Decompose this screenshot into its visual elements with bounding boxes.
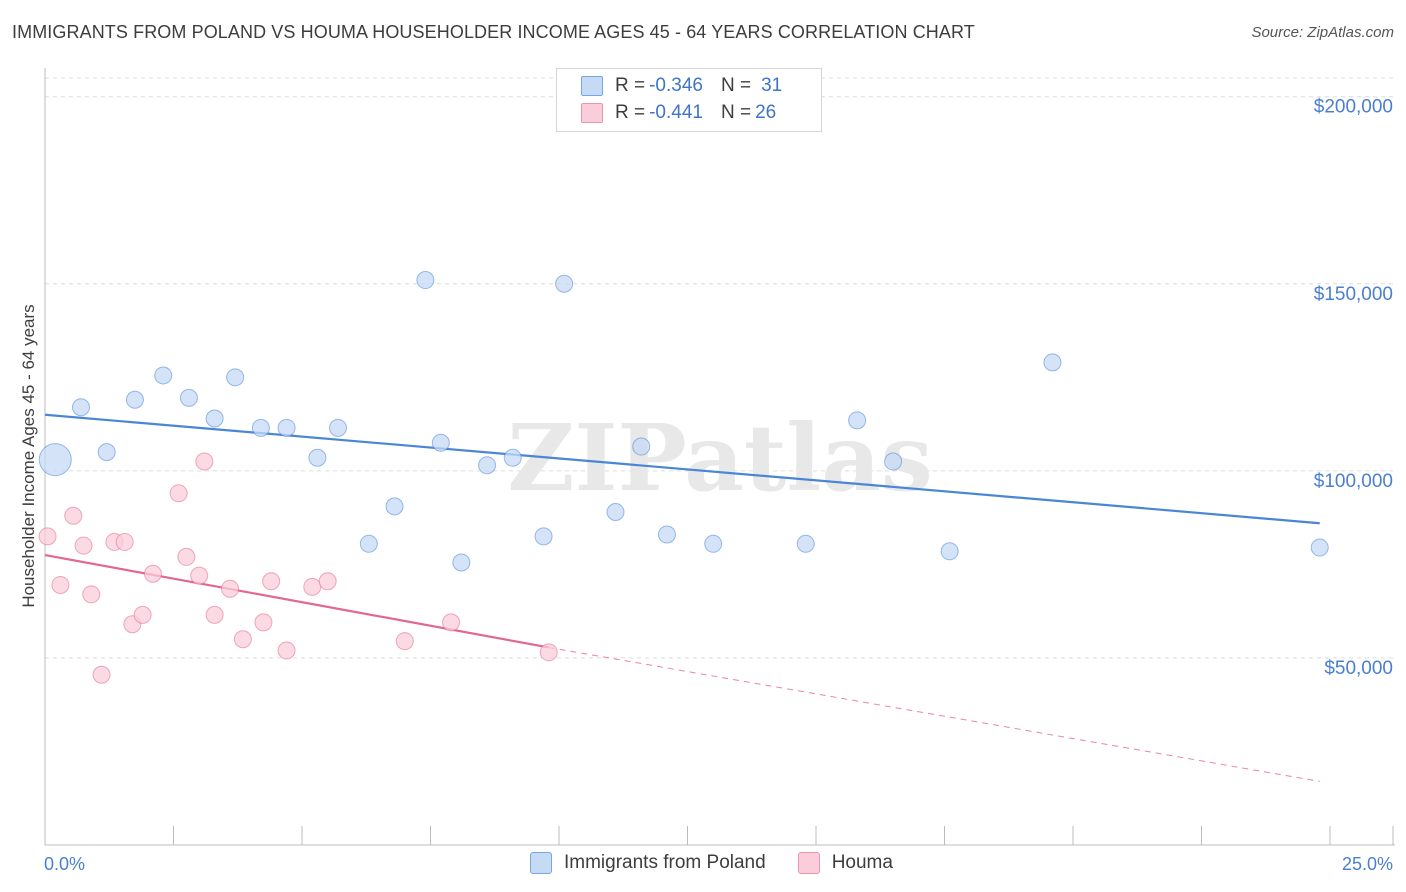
houma-point <box>395 632 414 651</box>
houma-point <box>539 643 558 662</box>
houma-point <box>190 566 209 585</box>
legend-swatch-houma <box>581 103 603 123</box>
poland-point <box>416 271 435 290</box>
series-legend-houma: Houma <box>797 852 893 874</box>
houma-point <box>82 585 101 604</box>
houma-point <box>133 605 152 624</box>
houma-point <box>277 641 296 660</box>
legend-n-value: 26 <box>755 102 777 123</box>
poland-point <box>940 542 959 561</box>
poland-point <box>632 437 651 456</box>
legend-n-label: N = <box>720 75 752 96</box>
houma-point <box>205 605 224 624</box>
correlation-legend: R = -0.346 N = 31 R = -0.441 N = 26 <box>556 68 822 132</box>
houma-point <box>64 506 83 525</box>
chart-source: Source: ZipAtlas.com <box>1251 24 1394 41</box>
houma-point <box>92 665 111 684</box>
legend-row-poland: R = -0.346 N = 31 <box>581 75 782 97</box>
poland-point <box>308 448 327 467</box>
poland-point <box>1043 353 1062 372</box>
poland-point <box>452 553 471 572</box>
houma-point <box>442 613 461 632</box>
poland-point <box>385 497 404 516</box>
axes <box>44 68 1395 846</box>
poland-point <box>226 368 245 387</box>
legend-r-label: R = <box>615 102 646 123</box>
y-tick-label: $50,000 <box>1324 658 1393 679</box>
houma-point <box>51 575 70 594</box>
poland-point <box>657 525 676 544</box>
houma-point <box>169 484 188 503</box>
y-tick-label: $200,000 <box>1314 97 1393 118</box>
x-tick-label: 25.0% <box>1342 854 1393 874</box>
x-tick-labels: 0.0% 25.0% <box>44 854 1393 874</box>
x-tick-label: 0.0% <box>44 854 85 874</box>
houma-point <box>38 527 57 546</box>
houma-point <box>143 564 162 583</box>
y-axis-label: Householder Income Ages 45 - 64 years <box>19 304 38 607</box>
poland-point <box>154 366 173 385</box>
y-tick-label: $100,000 <box>1314 471 1393 492</box>
poland-point <box>606 503 625 522</box>
series-swatch-poland <box>530 852 552 874</box>
series-legend-label: Houma <box>831 852 893 873</box>
houma-point <box>262 572 281 591</box>
legend-r-label: R = <box>615 75 646 96</box>
poland-point <box>796 534 815 553</box>
trend-line <box>44 553 549 649</box>
poland-point <box>555 274 574 293</box>
houma-point <box>195 452 214 471</box>
data-points <box>38 271 1329 684</box>
poland-point <box>431 433 450 452</box>
poland-point <box>38 443 72 477</box>
series-legend-poland: Immigrants from Poland <box>530 852 766 874</box>
legend-row-houma: R = -0.441 N = 26 <box>581 102 776 124</box>
gridlines <box>45 77 1395 659</box>
houma-point <box>233 630 252 649</box>
houma-point <box>318 572 337 591</box>
houma-point <box>177 547 196 566</box>
poland-point <box>97 443 116 462</box>
houma-point <box>303 577 322 596</box>
series-swatch-houma <box>797 852 820 874</box>
y-tick-label: $150,000 <box>1314 284 1393 305</box>
watermark: ZIPatlas <box>507 404 932 512</box>
poland-point <box>125 390 144 409</box>
houma-point <box>221 579 240 598</box>
poland-point <box>71 398 90 417</box>
series-legend: Immigrants from Poland Houma <box>530 852 925 874</box>
trend-lines <box>44 413 1320 782</box>
poland-point <box>704 534 723 553</box>
legend-r-value: -0.346 <box>649 75 703 96</box>
poland-point <box>179 388 198 407</box>
series-legend-label: Immigrants from Poland <box>564 852 766 873</box>
legend-n-label: N = <box>720 102 752 123</box>
legend-swatch-poland <box>581 76 603 96</box>
poland-point <box>534 527 553 546</box>
poland-point <box>277 418 296 437</box>
legend-r-value: -0.441 <box>649 102 703 123</box>
poland-point <box>884 452 903 471</box>
poland-point <box>848 411 867 430</box>
trend-line-extension <box>548 646 1320 782</box>
poland-point <box>328 418 347 437</box>
poland-point <box>1310 538 1329 557</box>
chart-title: IMMIGRANTS FROM POLAND VS HOUMA HOUSEHOL… <box>12 22 975 42</box>
poland-point <box>251 418 270 437</box>
poland-point <box>478 456 497 475</box>
poland-point <box>359 534 378 553</box>
legend-n-value: 31 <box>761 75 783 96</box>
poland-point <box>205 409 224 428</box>
houma-point <box>74 536 93 555</box>
houma-point <box>115 532 134 551</box>
y-tick-labels: $50,000 $100,000 $150,000 $200,000 <box>1314 97 1393 679</box>
houma-point <box>254 613 273 632</box>
poland-point <box>503 448 522 467</box>
